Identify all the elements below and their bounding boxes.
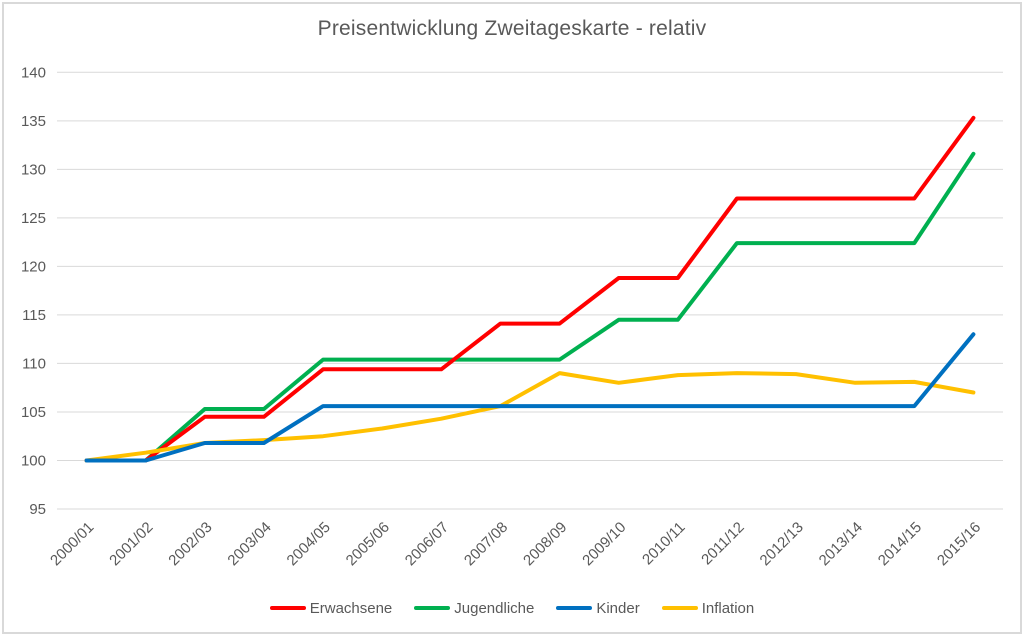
legend-item-erwachsene: Erwachsene	[269, 599, 393, 617]
x-axis-tick-label: 2010/11	[639, 519, 689, 569]
series-kinder-line	[84, 332, 976, 463]
series-jugendliche-line	[84, 151, 976, 463]
x-axis-tick-label: 2000/01	[47, 519, 97, 569]
x-axis-tick-label: 2003/04	[224, 519, 274, 569]
y-axis-tick-label: 115	[22, 307, 46, 324]
x-axis-tick-label: 2014/15	[875, 519, 925, 569]
x-axis-tick-label: 2001/02	[106, 519, 156, 569]
y-axis-tick-label: 140	[21, 64, 46, 81]
y-axis-tick-label: 120	[21, 258, 46, 275]
legend: Erwachsene Jugendliche Kinder Inflation	[0, 595, 1024, 621]
y-axis-tick-label: 130	[21, 161, 46, 178]
x-axis-tick-label: 2009/10	[579, 519, 629, 569]
x-axis-tick-label: 2012/13	[757, 519, 807, 569]
legend-line-swatch-jugendliche	[414, 606, 451, 610]
legend-label: Erwachsene	[309, 599, 393, 617]
legend-item-kinder: Kinder	[556, 599, 640, 617]
x-axis-tick-label: 2011/12	[698, 519, 748, 569]
x-axis-tick-label: 2015/16	[934, 519, 984, 569]
series-erwachsene-line	[84, 115, 976, 463]
y-axis-tick-label: 100	[21, 452, 46, 469]
x-axis-tick-label: 2006/07	[402, 519, 452, 569]
legend-item-inflation: Inflation	[661, 599, 755, 617]
legend-item-jugendliche: Jugendliche	[414, 601, 534, 616]
y-axis-tick-label: 125	[21, 210, 46, 227]
legend-label: Jugendliche	[454, 599, 535, 617]
chart-title: Preisentwicklung Zweitageskarte - relati…	[317, 17, 707, 40]
x-axis-tick-label: 2002/03	[165, 519, 215, 569]
legend-line-swatch-kinder	[556, 606, 593, 610]
y-axis-tick-label: 95	[29, 501, 46, 518]
legend-line-swatch-inflation	[661, 606, 698, 610]
legend-line-swatch-erwachsene	[269, 606, 306, 610]
y-axis-tick-label: 110	[22, 355, 46, 372]
x-axis-tick-label: 2007/08	[461, 519, 511, 569]
y-axis-tick-label: 105	[21, 404, 46, 421]
x-axis-tick-label: 2013/14	[816, 519, 866, 569]
legend-label: Inflation	[701, 599, 755, 617]
x-axis-tick-label: 2005/06	[343, 519, 393, 569]
x-axis-tick-label: 2008/09	[520, 519, 570, 569]
legend-label: Kinder	[596, 599, 640, 617]
y-axis-tick-label: 135	[21, 113, 46, 130]
x-axis-tick-label: 2004/05	[284, 519, 334, 569]
